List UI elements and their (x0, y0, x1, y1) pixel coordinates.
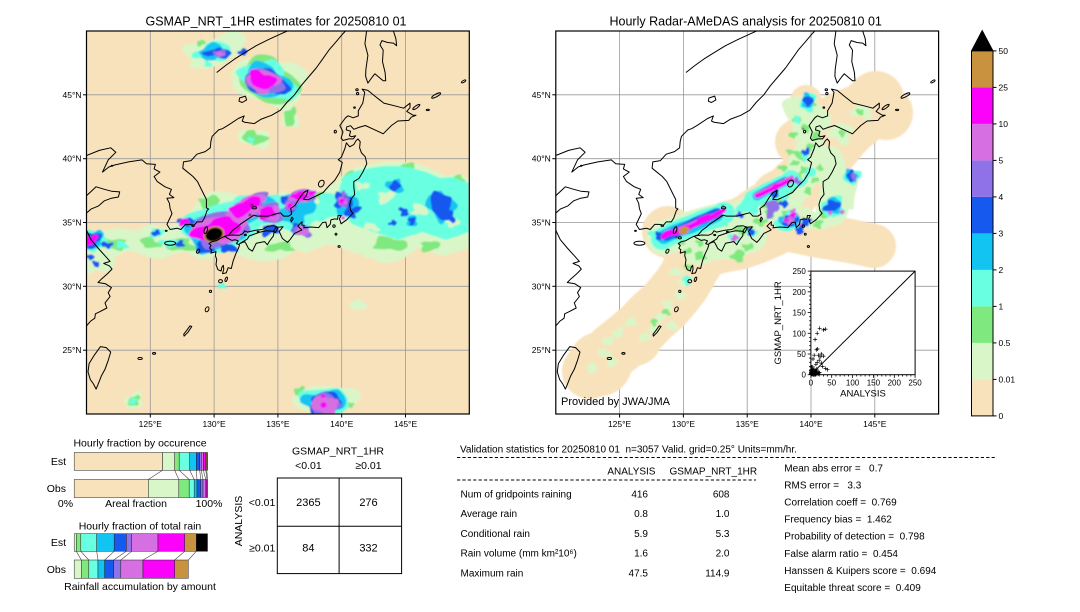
svg-text:145°E: 145°E (394, 419, 418, 429)
svg-text:416: 416 (631, 490, 648, 501)
svg-text:30°N: 30°N (63, 281, 82, 291)
svg-text:<0.01: <0.01 (249, 497, 276, 509)
svg-text:≥0.01: ≥0.01 (249, 543, 275, 555)
svg-text:0.01: 0.01 (999, 374, 1016, 384)
svg-text:150: 150 (867, 379, 881, 388)
svg-text:50: 50 (797, 350, 806, 359)
svg-text:100: 100 (846, 379, 860, 388)
svg-text:Rainfall accumulation by amoun: Rainfall accumulation by amount (64, 581, 216, 593)
svg-text:5.9: 5.9 (634, 529, 648, 540)
svg-text:100%: 100% (196, 498, 223, 510)
svg-text:84: 84 (302, 543, 314, 555)
svg-text:45°N: 45°N (63, 90, 82, 100)
svg-text:25: 25 (999, 82, 1009, 92)
svg-text:0: 0 (809, 379, 814, 388)
svg-text:Est: Est (51, 537, 66, 549)
svg-text:Conditional rain: Conditional rain (461, 529, 531, 540)
svg-text:150: 150 (793, 309, 807, 318)
svg-text:Rain volume (mm km²10⁶): Rain volume (mm km²10⁶) (461, 549, 577, 560)
svg-text:3: 3 (999, 228, 1004, 238)
svg-text:135°E: 135°E (266, 419, 290, 429)
svg-text:Average rain: Average rain (461, 509, 518, 520)
svg-text:0.5: 0.5 (999, 338, 1011, 348)
svg-text:Probability of detection = 0.: Probability of detection = 0.798 (784, 532, 925, 543)
svg-text:Est: Est (51, 456, 66, 468)
svg-text:Num of gridpoints raining: Num of gridpoints raining (461, 490, 572, 501)
svg-text:0: 0 (999, 411, 1004, 421)
svg-text:GSMAP_NRT_1HR estimates for 20: GSMAP_NRT_1HR estimates for 20250810 01 (145, 15, 406, 29)
svg-text:2.0: 2.0 (716, 549, 730, 560)
svg-text:Correlation coeff = 0.769: Correlation coeff = 0.769 (784, 498, 897, 509)
svg-text:114.9: 114.9 (705, 568, 730, 579)
svg-text:145°E: 145°E (863, 419, 887, 429)
svg-text:Frequency bias = 1.462: Frequency bias = 1.462 (784, 515, 892, 526)
svg-text:Validation statistics for 2025: Validation statistics for 20250810 01 n=… (460, 445, 797, 456)
svg-text:<0.01: <0.01 (295, 460, 322, 472)
svg-text:200: 200 (888, 379, 902, 388)
svg-text:25°N: 25°N (532, 345, 551, 355)
svg-text:GSMAP_NRT_1HR: GSMAP_NRT_1HR (669, 467, 757, 478)
svg-text:≥0.01: ≥0.01 (355, 460, 381, 472)
svg-text:Equitable threat score = 0.40: Equitable threat score = 0.409 (784, 583, 921, 594)
svg-text:Hanssen & Kuipers score = 0.6: Hanssen & Kuipers score = 0.694 (784, 566, 936, 577)
svg-text:2365: 2365 (296, 497, 320, 509)
svg-text:40°N: 40°N (532, 154, 551, 164)
svg-text:0: 0 (801, 371, 806, 380)
svg-text:200: 200 (793, 288, 807, 297)
svg-text:Hourly fraction by occurence: Hourly fraction by occurence (73, 438, 206, 450)
svg-text:140°E: 140°E (330, 419, 354, 429)
svg-text:Mean abs error = 0.7: Mean abs error = 0.7 (784, 464, 883, 475)
svg-text:Obs: Obs (47, 564, 66, 576)
svg-text:35°N: 35°N (532, 218, 551, 228)
svg-text:100: 100 (793, 329, 807, 338)
svg-text:47.5: 47.5 (629, 568, 649, 579)
svg-text:25°N: 25°N (63, 345, 82, 355)
svg-text:35°N: 35°N (63, 218, 82, 228)
svg-text:2: 2 (999, 265, 1004, 275)
svg-text:1.6: 1.6 (634, 549, 648, 560)
svg-text:30°N: 30°N (532, 281, 551, 291)
svg-text:250: 250 (908, 379, 922, 388)
svg-text:Hourly Radar-AMeDAS analysis f: Hourly Radar-AMeDAS analysis for 2025081… (610, 15, 882, 29)
svg-text:5.3: 5.3 (716, 529, 730, 540)
svg-text:Maximum rain: Maximum rain (461, 568, 524, 579)
svg-text:Obs: Obs (47, 483, 66, 495)
svg-text:1.0: 1.0 (716, 509, 730, 520)
svg-text:Provided by JWA/JMA: Provided by JWA/JMA (561, 396, 671, 408)
svg-text:608: 608 (713, 490, 730, 501)
svg-text:0%: 0% (58, 498, 73, 510)
svg-text:125°E: 125°E (139, 419, 163, 429)
svg-text:ANALYSIS: ANALYSIS (840, 389, 886, 400)
svg-text:5: 5 (999, 155, 1004, 165)
svg-text:45°N: 45°N (532, 90, 551, 100)
svg-text:GSMAP_NRT_1HR: GSMAP_NRT_1HR (773, 281, 784, 364)
svg-text:50: 50 (827, 379, 836, 388)
svg-text:ANALYSIS: ANALYSIS (233, 496, 245, 547)
svg-text:50: 50 (999, 46, 1009, 56)
svg-text:40°N: 40°N (63, 154, 82, 164)
svg-text:332: 332 (359, 543, 377, 555)
svg-text:GSMAP_NRT_1HR: GSMAP_NRT_1HR (292, 446, 384, 458)
svg-text:1: 1 (999, 301, 1004, 311)
svg-text:Areal fraction: Areal fraction (105, 498, 167, 510)
svg-text:RMS error = 3.3: RMS error = 3.3 (784, 481, 861, 492)
svg-text:130°E: 130°E (672, 419, 696, 429)
svg-text:Hourly fraction of total rain: Hourly fraction of total rain (79, 521, 202, 533)
svg-text:False alarm ratio = 0.454: False alarm ratio = 0.454 (784, 549, 898, 560)
svg-text:135°E: 135°E (736, 419, 760, 429)
svg-text:250: 250 (793, 267, 807, 276)
svg-text:130°E: 130°E (202, 419, 226, 429)
svg-text:4: 4 (999, 192, 1004, 202)
svg-text:0.8: 0.8 (634, 509, 648, 520)
svg-text:ANALYSIS: ANALYSIS (607, 467, 655, 478)
svg-text:10: 10 (999, 119, 1009, 129)
svg-text:140°E: 140°E (799, 419, 823, 429)
svg-text:276: 276 (359, 497, 377, 509)
svg-text:125°E: 125°E (608, 419, 632, 429)
